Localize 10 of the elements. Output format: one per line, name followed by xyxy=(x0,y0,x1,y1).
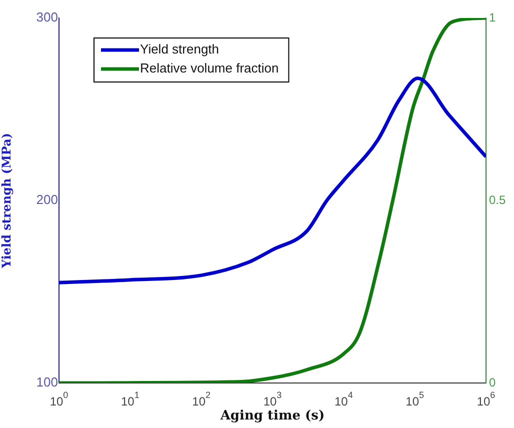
y-tick-label: 100 xyxy=(36,374,58,390)
y-tick-label: 300 xyxy=(36,10,58,25)
legend-label: Relative volume fraction xyxy=(140,60,279,76)
y2-tick-label: 0 xyxy=(489,375,496,390)
y2-tick-label: 0.5 xyxy=(489,192,506,207)
legend-label: Yield strength xyxy=(140,42,220,57)
y-tick-label: 200 xyxy=(36,192,58,208)
y2-tick-label: 1 xyxy=(489,10,496,24)
y-axis-title: Yield strengh (MPa) xyxy=(0,132,14,270)
x-axis-title: Aging time (s) xyxy=(219,408,325,424)
